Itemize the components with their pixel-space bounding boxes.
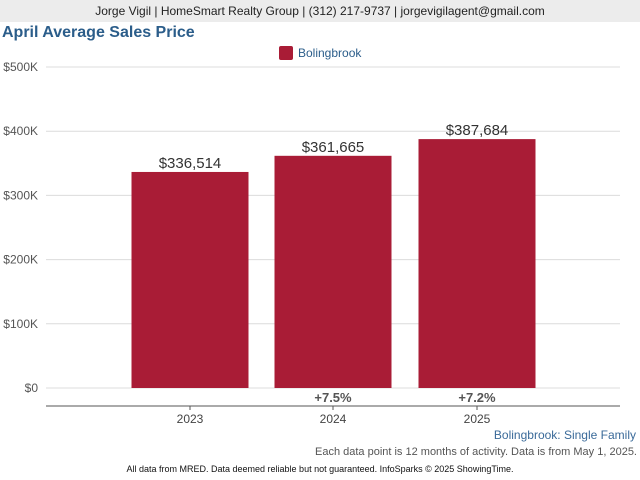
data-label: $387,684 [446,122,509,139]
legend-label: Bolingbrook [298,46,362,60]
contact-header: Jorge Vigil | HomeSmart Realty Group | (… [0,0,640,22]
y-tick-label: $100K [3,317,38,331]
y-tick-label: $200K [3,253,38,267]
percent-change-label: +7.2% [458,390,496,405]
x-tick-label: 2024 [320,412,347,426]
data-note: Each data point is 12 months of activity… [314,446,637,458]
chart-title: April Average Sales Price [2,24,195,41]
chart-subtitle: Bolingbrook: Single Family [493,428,636,442]
y-tick-label: $0 [25,381,39,395]
x-tick-label: 2025 [464,412,491,426]
bar-2023 [131,171,249,388]
bar-2025 [418,139,536,388]
legend-swatch [279,46,293,60]
legend[interactable]: Bolingbrook [279,45,361,61]
percent-change-label: +7.5% [314,390,352,405]
y-tick-label: $400K [3,124,38,138]
data-label: $361,665 [302,139,365,156]
y-tick-label: $300K [3,188,38,202]
y-tick-label: $500K [3,60,38,74]
footer-disclaimer: All data from MRED. Data deemed reliable… [126,464,514,474]
bar-2024 [274,155,392,388]
data-label: $336,514 [159,155,222,172]
x-tick-label: 2023 [177,412,204,426]
